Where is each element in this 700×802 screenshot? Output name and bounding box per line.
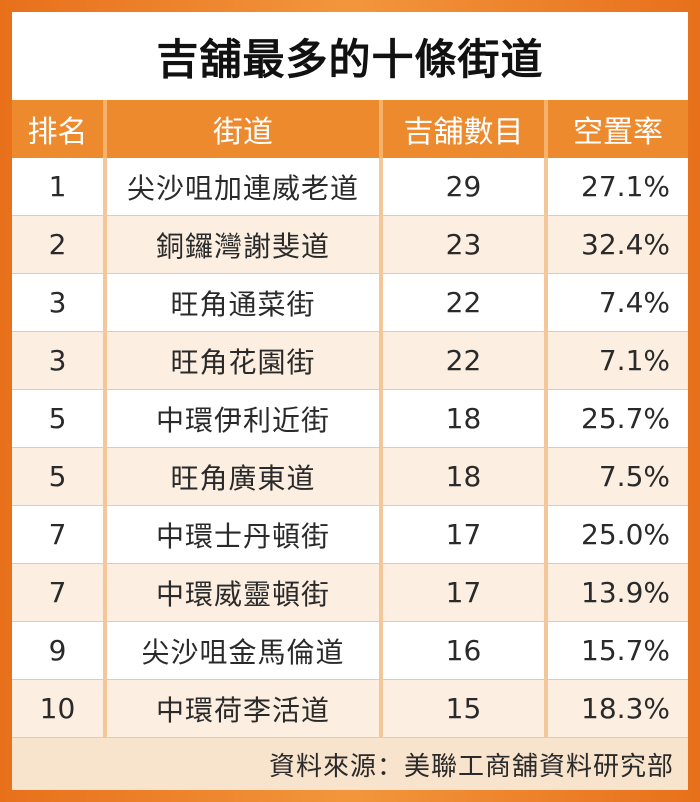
- street-cell: 銅鑼灣謝斐道: [107, 216, 383, 274]
- count-cell: 17: [383, 564, 548, 622]
- table-row: 9 尖沙咀金馬倫道 16 15.7%: [12, 622, 688, 680]
- header-vacancy: 空置率: [548, 100, 688, 158]
- source-note: 資料來源：美聯工商舖資料研究部: [12, 738, 688, 790]
- rank-cell: 1: [12, 158, 107, 216]
- table-header: 排名 街道 吉舖數目 空置率: [12, 100, 688, 158]
- rank-cell: 7: [12, 506, 107, 564]
- header-row: 排名 街道 吉舖數目 空置率: [12, 100, 688, 158]
- header-rank: 排名: [12, 100, 107, 158]
- rank-cell: 3: [12, 274, 107, 332]
- rank-cell: 10: [12, 680, 107, 738]
- data-table: 排名 街道 吉舖數目 空置率 1 尖沙咀加連威老道 29 27.1% 2 銅鑼灣謝斐道 23…: [12, 100, 688, 738]
- table-row: 5 中環伊利近街 18 25.7%: [12, 390, 688, 448]
- table-row: 5 旺角廣東道 18 7.5%: [12, 448, 688, 506]
- table-row: 3 旺角花園街 22 7.1%: [12, 332, 688, 390]
- table-row: 1 尖沙咀加連威老道 29 27.1%: [12, 158, 688, 216]
- count-cell: 22: [383, 332, 548, 390]
- table-row: 7 中環威靈頓街 17 13.9%: [12, 564, 688, 622]
- vacancy-cell: 15.7%: [548, 622, 688, 680]
- rank-cell: 9: [12, 622, 107, 680]
- street-cell: 中環威靈頓街: [107, 564, 383, 622]
- rank-cell: 5: [12, 448, 107, 506]
- vacancy-cell: 7.1%: [548, 332, 688, 390]
- vacancy-cell: 18.3%: [548, 680, 688, 738]
- table-body: 1 尖沙咀加連威老道 29 27.1% 2 銅鑼灣謝斐道 23 32.4% 3 旺角通菜街 22 7.…: [12, 158, 688, 738]
- vacancy-cell: 7.5%: [548, 448, 688, 506]
- count-cell: 15: [383, 680, 548, 738]
- street-cell: 旺角花園街: [107, 332, 383, 390]
- count-cell: 16: [383, 622, 548, 680]
- header-street: 街道: [107, 100, 383, 158]
- table-row: 7 中環士丹頓街 17 25.0%: [12, 506, 688, 564]
- table-card: 吉舖最多的十條街道 排名 街道 吉舖數目 空置率 1 尖沙咀加連威老道 29 27.1…: [12, 12, 688, 790]
- street-cell: 尖沙咀加連威老道: [107, 158, 383, 216]
- count-cell: 18: [383, 390, 548, 448]
- page-title: 吉舖最多的十條街道: [12, 12, 688, 100]
- count-cell: 17: [383, 506, 548, 564]
- count-cell: 29: [383, 158, 548, 216]
- vacancy-cell: 32.4%: [548, 216, 688, 274]
- count-cell: 23: [383, 216, 548, 274]
- header-count: 吉舖數目: [383, 100, 548, 158]
- rank-cell: 2: [12, 216, 107, 274]
- street-cell: 旺角廣東道: [107, 448, 383, 506]
- table-row: 2 銅鑼灣謝斐道 23 32.4%: [12, 216, 688, 274]
- table-row: 3 旺角通菜街 22 7.4%: [12, 274, 688, 332]
- count-cell: 22: [383, 274, 548, 332]
- vacancy-cell: 13.9%: [548, 564, 688, 622]
- rank-cell: 3: [12, 332, 107, 390]
- rank-cell: 7: [12, 564, 107, 622]
- vacancy-cell: 7.4%: [548, 274, 688, 332]
- table-row: 10 中環荷李活道 15 18.3%: [12, 680, 688, 738]
- street-cell: 中環士丹頓街: [107, 506, 383, 564]
- vacancy-cell: 25.0%: [548, 506, 688, 564]
- vacancy-cell: 25.7%: [548, 390, 688, 448]
- street-cell: 中環荷李活道: [107, 680, 383, 738]
- street-cell: 旺角通菜街: [107, 274, 383, 332]
- count-cell: 18: [383, 448, 548, 506]
- rank-cell: 5: [12, 390, 107, 448]
- vacancy-cell: 27.1%: [548, 158, 688, 216]
- street-cell: 尖沙咀金馬倫道: [107, 622, 383, 680]
- street-cell: 中環伊利近街: [107, 390, 383, 448]
